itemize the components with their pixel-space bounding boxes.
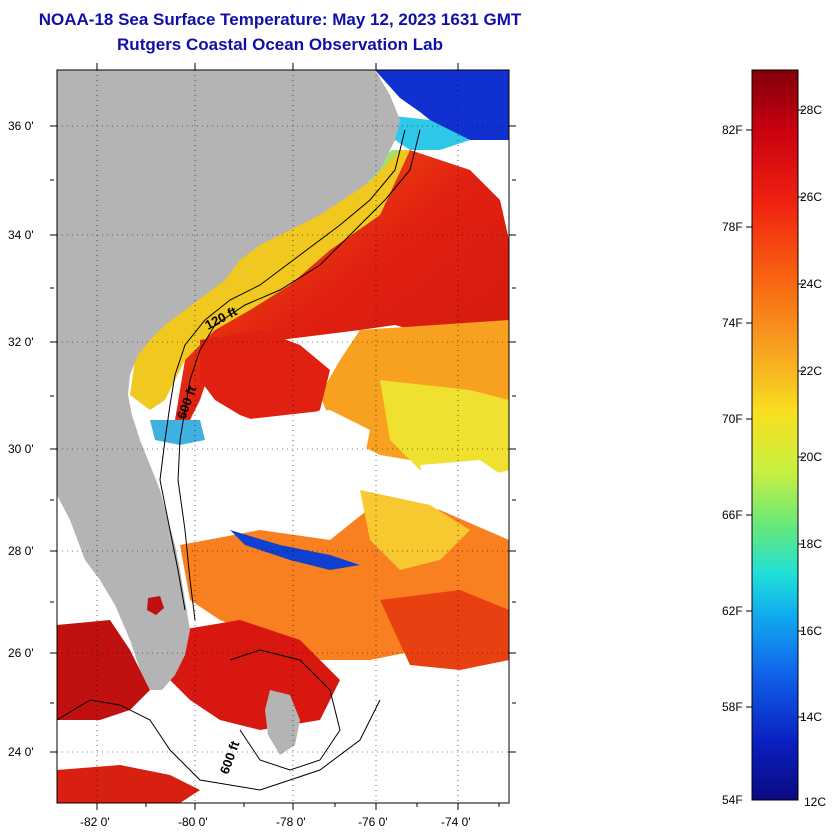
contour-bahamas <box>229 649 341 771</box>
colorbar-label-28C: 28C <box>800 103 822 117</box>
south-yellow <box>360 490 470 570</box>
cool-nearshore-fl <box>150 420 205 445</box>
lon-label-82: -82 0' <box>80 815 110 829</box>
south-red <box>380 590 509 670</box>
gulf-mexico-hot <box>57 620 150 720</box>
land-us-coast <box>57 70 400 690</box>
cold-water-north <box>375 70 509 140</box>
graticule <box>57 70 509 803</box>
florida-straits-hot <box>170 620 340 730</box>
lat-label-34: 34 0' <box>8 228 34 242</box>
lat-label-26: 26 0' <box>8 646 34 660</box>
colorbar-label-26C: 26C <box>800 190 822 204</box>
isobath-contours <box>57 129 421 791</box>
colorbar-label-62F: 62F <box>722 604 743 618</box>
contour-120ft <box>159 129 406 611</box>
lat-label-32: 32 0' <box>8 335 34 349</box>
contour-gulf <box>57 699 381 791</box>
axis-ticks <box>50 63 516 810</box>
colorbar-label-82F: 82F <box>722 123 743 137</box>
colorbar-ticks <box>746 109 804 718</box>
contour-600ft <box>177 129 421 621</box>
lon-label-80: -80 0' <box>178 815 208 829</box>
blue-filament <box>230 530 360 570</box>
colorbar-label-54F: 54F <box>722 793 743 807</box>
cloud-patch-1 <box>190 410 370 530</box>
lon-label-78: -78 0' <box>276 815 306 829</box>
map-title: NOAA-18 Sea Surface Temperature: May 12,… <box>38 10 522 29</box>
colorbar-label-78F: 78F <box>722 220 743 234</box>
cool-water-north <box>385 115 470 150</box>
gulf-stream-warm <box>175 150 509 420</box>
colorbar-label-12C: 12C <box>804 795 826 809</box>
colorbar-label-18C: 18C <box>800 537 822 551</box>
colorbar-label-24C: 24C <box>800 277 822 291</box>
lat-label-30: 30 0' <box>8 442 34 456</box>
map-frame <box>56 69 510 804</box>
colorbar-label-66F: 66F <box>722 508 743 522</box>
colorbar-label-58F: 58F <box>722 700 743 714</box>
land-lake-okeechobee <box>147 596 164 615</box>
lon-label-74: -74 0' <box>441 815 471 829</box>
temperature-colorbar: 82F 78F 74F 70F 66F 62F 58F 54F 28C 26C … <box>722 69 826 809</box>
colorbar-label-70F: 70F <box>722 412 743 426</box>
map-subtitle: Rutgers Coastal Ocean Observation Lab <box>117 35 443 54</box>
offshore-yellow <box>380 380 509 480</box>
lat-label-24: 24 0' <box>8 745 34 759</box>
land-bahamas-andros <box>265 690 300 755</box>
offshore-red-patch <box>200 330 330 430</box>
colorbar-label-16C: 16C <box>800 624 822 638</box>
lat-label-28: 28 0' <box>8 544 34 558</box>
lon-label-76: -76 0' <box>358 815 388 829</box>
colorbar-label-74F: 74F <box>722 316 743 330</box>
map-image <box>57 70 509 803</box>
bahamas-warm <box>57 765 200 803</box>
colorbar-label-20C: 20C <box>800 450 822 464</box>
cloud-patch-2 <box>420 460 509 540</box>
colorbar-label-14C: 14C <box>800 710 822 724</box>
colorbar-gradient <box>751 69 799 801</box>
colorbar-label-22C: 22C <box>800 364 822 378</box>
lat-label-36: 36 0' <box>8 119 34 133</box>
